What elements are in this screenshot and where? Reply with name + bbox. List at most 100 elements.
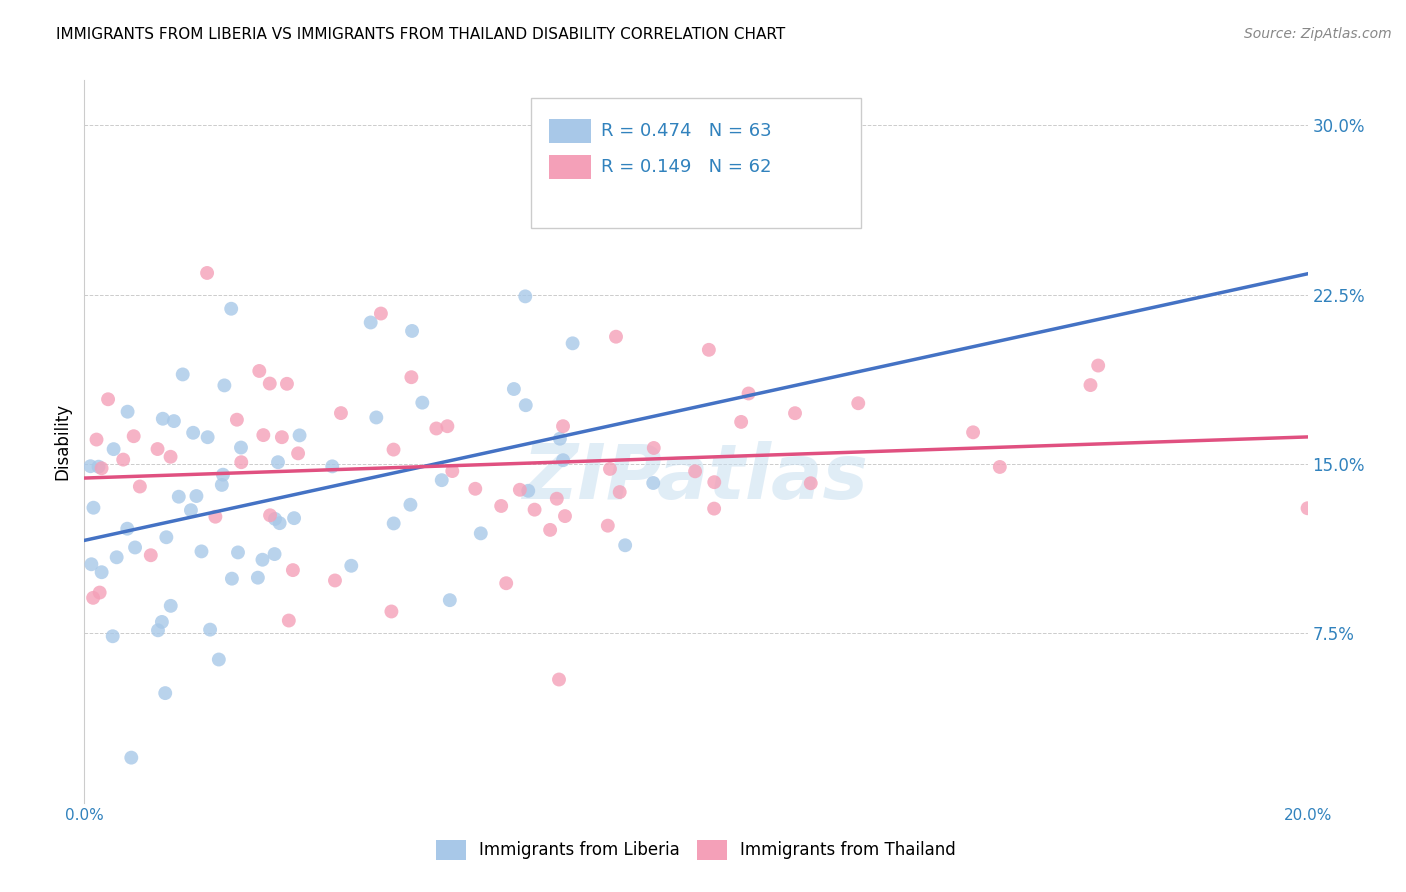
Legend: Immigrants from Liberia, Immigrants from Thailand: Immigrants from Liberia, Immigrants from…	[429, 833, 963, 867]
Point	[89, 585, 111, 599]
Point	[128, 479, 150, 493]
Point	[380, 605, 402, 619]
FancyBboxPatch shape	[531, 98, 860, 228]
Point	[737, 386, 759, 401]
Point	[538, 523, 561, 537]
Point	[614, 538, 637, 552]
Point	[697, 343, 720, 357]
Text: Source: ZipAtlas.com: Source: ZipAtlas.com	[1244, 27, 1392, 41]
Point	[703, 475, 725, 490]
Point	[124, 541, 146, 555]
Point	[846, 396, 869, 410]
Point	[167, 490, 190, 504]
Point	[643, 441, 665, 455]
Point	[502, 382, 524, 396]
Point	[105, 550, 128, 565]
Point	[596, 518, 619, 533]
Point	[1080, 378, 1102, 392]
Point	[159, 599, 181, 613]
Point	[97, 392, 120, 407]
Point	[120, 750, 142, 764]
Point	[195, 266, 218, 280]
Point	[800, 476, 823, 491]
Point	[247, 364, 270, 378]
Point	[783, 406, 806, 420]
Point	[204, 509, 226, 524]
Point	[370, 307, 392, 321]
Point	[190, 544, 212, 558]
Point	[246, 571, 269, 585]
Point	[212, 467, 235, 482]
Point	[163, 414, 186, 428]
Point	[439, 593, 461, 607]
Point	[683, 464, 706, 478]
Point	[270, 430, 292, 444]
Point	[609, 485, 631, 500]
Point	[401, 324, 423, 338]
FancyBboxPatch shape	[550, 154, 591, 179]
Point	[605, 329, 627, 343]
Text: R = 0.149   N = 62: R = 0.149 N = 62	[600, 158, 770, 176]
Point	[152, 411, 174, 425]
Point	[643, 475, 665, 490]
Point	[321, 459, 343, 474]
Point	[276, 376, 298, 391]
Point	[551, 419, 574, 434]
Point	[399, 498, 422, 512]
Point	[87, 459, 110, 474]
Point	[172, 368, 194, 382]
Point	[225, 413, 247, 427]
Point	[329, 406, 352, 420]
Point	[470, 526, 492, 541]
Y-axis label: Disability: Disability	[53, 403, 72, 480]
Point	[79, 459, 101, 474]
Point	[382, 516, 405, 531]
Point	[146, 442, 169, 456]
Point	[283, 511, 305, 525]
Point	[495, 576, 517, 591]
Point	[117, 405, 139, 419]
Point	[208, 652, 231, 666]
Point	[214, 378, 236, 392]
Point	[515, 398, 537, 412]
Point	[551, 453, 574, 467]
Point	[515, 289, 537, 303]
Point	[82, 591, 104, 605]
Point	[155, 686, 177, 700]
Point	[103, 442, 125, 457]
Point	[323, 574, 346, 588]
Point	[599, 462, 621, 476]
Point	[146, 624, 169, 638]
Point	[464, 482, 486, 496]
Point	[117, 522, 139, 536]
Point	[101, 629, 124, 643]
Point	[360, 316, 382, 330]
Point	[1296, 501, 1319, 516]
Point	[221, 572, 243, 586]
Point	[226, 545, 249, 559]
Point	[180, 503, 202, 517]
Point	[411, 395, 433, 409]
Point	[430, 473, 453, 487]
Point	[267, 455, 290, 469]
Point	[287, 446, 309, 460]
Point	[155, 530, 177, 544]
Point	[252, 552, 274, 566]
Point	[259, 376, 281, 391]
Point	[509, 483, 531, 497]
Point	[252, 428, 274, 442]
Point	[219, 301, 242, 316]
Point	[1087, 359, 1109, 373]
Point	[517, 483, 540, 498]
Point	[288, 428, 311, 442]
Point	[86, 433, 108, 447]
Point	[150, 615, 173, 629]
Point	[441, 464, 464, 478]
Text: IMMIGRANTS FROM LIBERIA VS IMMIGRANTS FROM THAILAND DISABILITY CORRELATION CHART: IMMIGRANTS FROM LIBERIA VS IMMIGRANTS FR…	[56, 27, 786, 42]
Point	[382, 442, 405, 457]
Point	[962, 425, 984, 440]
Point	[277, 614, 299, 628]
Point	[281, 563, 304, 577]
FancyBboxPatch shape	[550, 119, 591, 143]
Point	[436, 419, 458, 434]
